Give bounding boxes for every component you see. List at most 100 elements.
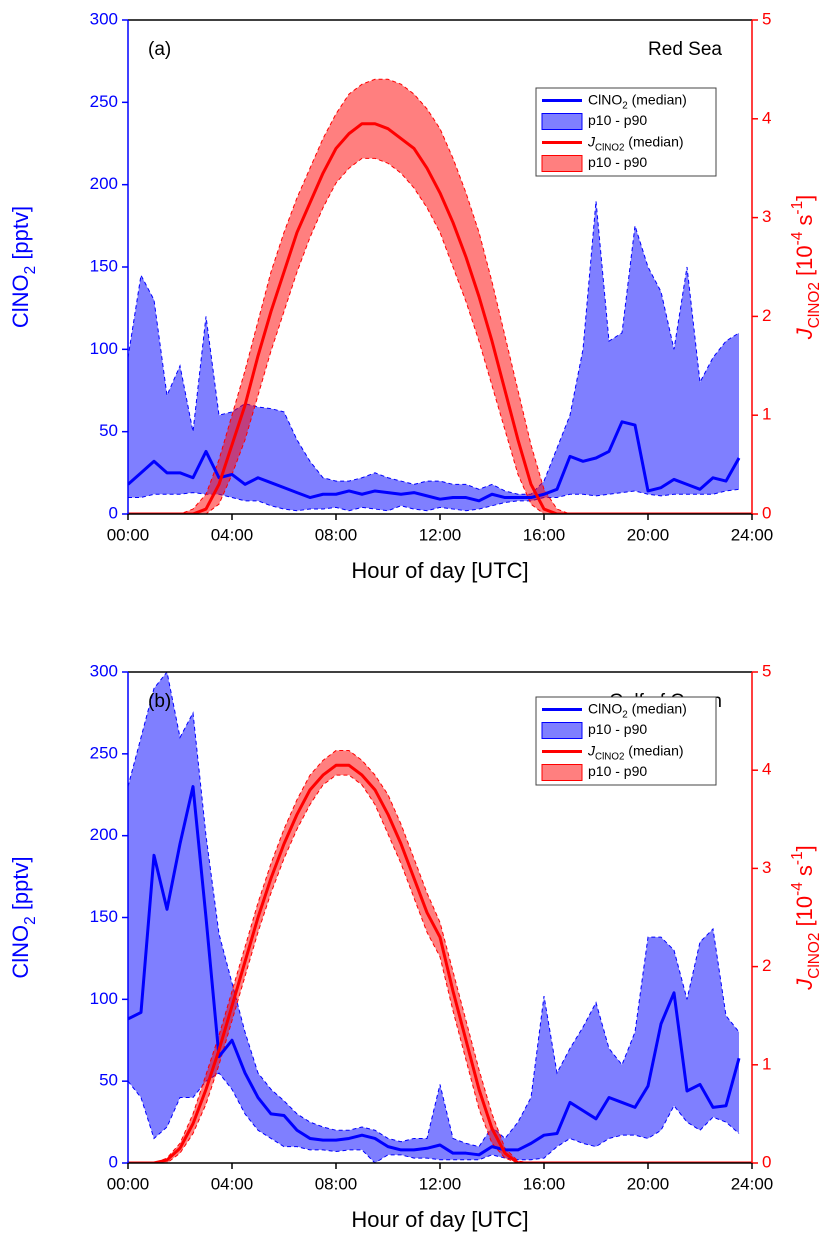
band-segment (635, 225, 648, 495)
y2-tick-label: 0 (762, 503, 771, 522)
y-axis-label-part: 2 (22, 916, 39, 925)
y2-tick-label: 3 (762, 858, 771, 877)
band-segment (284, 411, 297, 511)
legend-label-part: (median) (624, 133, 683, 149)
legend-swatch (541, 113, 583, 130)
band-segment (453, 158, 466, 302)
y2-tick-label: 3 (762, 207, 771, 226)
band-segment (414, 481, 427, 511)
y-tick-label: 50 (99, 421, 118, 440)
y2-tick-label: 2 (762, 956, 771, 975)
band-segment (141, 688, 154, 1139)
band-segment (622, 225, 635, 493)
band-segment (596, 201, 609, 496)
y-tick-label: 200 (90, 174, 118, 193)
panel: 0 50 100 150 200 250 300 0 1 2 3 4 5 00:00 04:00 08:00 1… (8, 9, 823, 582)
panel: 0 50 100 150 200 250 300 0 1 2 3 4 5 00:00 04:00 08:00 1… (8, 661, 823, 1231)
annotation: Red Sea (648, 39, 722, 60)
y2-axis-label-part: -1 (789, 851, 806, 865)
band-segment (544, 448, 557, 498)
band-segment (687, 267, 700, 495)
y2-tick-label: 4 (762, 760, 771, 779)
y-axis-label-part: ClNO (8, 274, 33, 328)
y2-axis-label-part: -4 (789, 231, 806, 245)
band-segment (297, 1113, 310, 1150)
band-segment (427, 481, 440, 511)
band-edge (128, 750, 752, 1163)
y-tick-label: 0 (109, 1152, 118, 1171)
band-segment (440, 128, 453, 267)
legend-swatch (541, 155, 583, 172)
band-segment (440, 481, 453, 510)
x-tick-label: 12:00 (419, 525, 462, 544)
plot-area (128, 672, 752, 1163)
band-segment (544, 489, 557, 514)
y2-axis-label: JClNO2 [10-4 s-1] (789, 195, 823, 341)
band-edge (128, 774, 752, 1163)
band-edge (128, 488, 740, 512)
x-tick-label: 24:00 (731, 1174, 774, 1193)
y-tick-label: 50 (99, 1071, 118, 1090)
legend-label: ClNO2 (median) (588, 91, 687, 111)
x-axis-label: Hour of day [UTC] (351, 558, 528, 583)
y-tick-label: 300 (90, 661, 118, 680)
band-segment (492, 281, 505, 431)
band-segment (583, 201, 596, 496)
band-segment (401, 84, 414, 188)
band-segment (271, 1089, 284, 1147)
legend-label: JClNO2 (median) (587, 133, 684, 153)
band-segment (167, 672, 180, 1127)
y2-tick-label: 5 (762, 661, 771, 680)
band-segment (726, 1015, 739, 1134)
band-segment (310, 1122, 323, 1150)
legend-label-part: ClNO (588, 700, 622, 716)
legend-label-part: J (587, 133, 596, 149)
x-tick-label: 20:00 (627, 1174, 670, 1193)
x-tick-label: 12:00 (419, 1174, 462, 1193)
legend-label-part: ClNO2 (595, 143, 624, 154)
y2-tick-label: 5 (762, 9, 771, 28)
y-tick-label: 0 (109, 503, 118, 522)
y-tick-label: 250 (90, 92, 118, 111)
band-segment (180, 365, 193, 495)
band-segment (466, 192, 479, 342)
y2-axis-label-part: ClNO2 (806, 282, 823, 328)
legend-label: JClNO2 (median) (587, 742, 684, 762)
y2-axis-label-part: ] (792, 195, 817, 201)
band-segment (570, 349, 583, 495)
band-segment (661, 291, 674, 496)
x-tick-label: 20:00 (627, 525, 670, 544)
band-segment (128, 275, 141, 498)
median-line (128, 785, 741, 1157)
band-segment (375, 79, 388, 164)
y2-tick-label: 2 (762, 306, 771, 325)
x-tick-label: 00:00 (107, 525, 150, 544)
band-segment (349, 750, 362, 785)
band-segment (388, 79, 401, 174)
y2-axis-label: JClNO2 [10-4 s-1] (789, 845, 823, 991)
x-axis-label: Hour of day [UTC] (351, 1207, 528, 1232)
band-segment (648, 937, 661, 1139)
band-segment (466, 1143, 479, 1160)
band-segment (336, 750, 349, 776)
band-segment (167, 365, 180, 495)
band-segment (154, 672, 167, 1139)
band-segment (362, 1126, 375, 1163)
median-line (128, 763, 752, 1163)
y-tick-label: 150 (90, 256, 118, 275)
band-segment (349, 84, 362, 169)
band-segment (271, 408, 284, 510)
y-axis-label: ClNO2 [pptv] (8, 206, 39, 328)
legend-label: ClNO2 (median) (588, 700, 687, 720)
plot-area (128, 78, 752, 514)
band-segment (206, 316, 219, 495)
y-tick-label: 100 (90, 989, 118, 1008)
band-segment (609, 1048, 622, 1139)
band-segment (713, 341, 726, 495)
legend-label-part: ClNO2 (595, 752, 624, 763)
band-segment (141, 275, 154, 498)
y-tick-label: 300 (90, 9, 118, 28)
legend-label: p10 - p90 (588, 763, 647, 779)
x-tick-label: 00:00 (107, 1174, 150, 1193)
